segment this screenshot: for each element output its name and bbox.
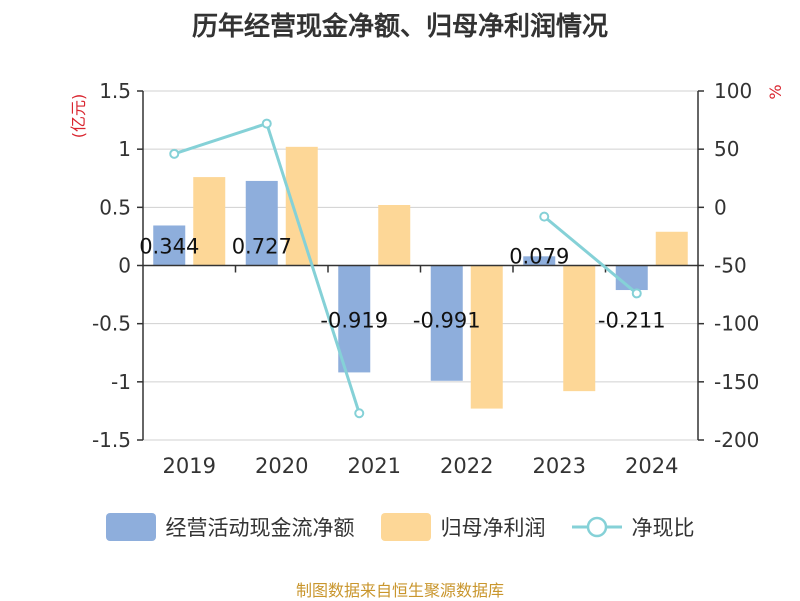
bar-cash-flow	[245, 180, 278, 266]
ratio-line-segment	[543, 215, 638, 295]
right-tick-label: 50	[714, 137, 739, 161]
left-tick-label: -1	[111, 370, 131, 394]
bar-cash-flow	[338, 265, 371, 373]
tick-labels: -1.5 -1 -0.5 0 0.5 1 1.5 -200 -150 -100 -50 0 50 100 2…	[92, 79, 759, 478]
right-axis-unit: %	[766, 84, 785, 99]
legend-swatch-cash-flow	[105, 513, 156, 541]
right-tick-label: -50	[714, 254, 747, 278]
data-label-cash-flow: -0.919	[320, 309, 388, 333]
legend-item-ratio[interactable]: 净现比	[571, 512, 695, 542]
x-tick-label: 2019	[163, 454, 216, 478]
bar-net-profit	[193, 177, 226, 266]
bar-cash-flow	[430, 265, 463, 381]
left-axis-unit: (亿元)	[69, 94, 88, 139]
legend-item-cash-flow[interactable]: 经营活动现金流净额	[105, 512, 355, 542]
x-tick-label: 2020	[255, 454, 308, 478]
bar-cash-flow	[615, 265, 648, 291]
ratio-point	[631, 288, 642, 299]
data-labels: 0.344 0.727 -0.919 -0.991 0.079 -0.211	[139, 235, 665, 333]
source-note: 制图数据来自恒生聚源数据库	[295, 581, 504, 600]
bar-cash-flow	[153, 225, 186, 266]
right-tick-label: 0	[714, 195, 727, 219]
chart-title: 历年经营现金净额、归母净利润情况	[191, 12, 608, 42]
legend-item-net-profit[interactable]: 归母净利润	[380, 512, 546, 542]
bar-net-profit	[378, 205, 411, 266]
legend-swatch-ratio	[571, 516, 622, 538]
ratio-point	[169, 148, 180, 159]
data-label-cash-flow: 0.079	[509, 245, 569, 269]
ratio-line	[169, 118, 642, 419]
bar-net-profit	[285, 146, 318, 266]
right-tick-label: -100	[714, 312, 759, 336]
ratio-point	[261, 118, 272, 129]
legend-label-cash-flow: 经营活动现金流净额	[165, 516, 355, 540]
bars	[153, 146, 688, 409]
ratio-line-segment	[173, 121, 361, 414]
left-tick-label: 0.5	[99, 195, 131, 219]
data-label-cash-flow: -0.991	[413, 309, 481, 333]
x-tick-label: 2023	[533, 454, 586, 478]
left-tick-label: 1	[118, 137, 131, 161]
data-label-cash-flow: 0.727	[232, 235, 292, 259]
data-label-cash-flow: -0.211	[598, 309, 666, 333]
right-tick-label: 100	[714, 79, 752, 103]
legend: 经营活动现金流净额 归母净利润 净现比	[0, 512, 800, 542]
axes	[137, 90, 704, 441]
right-tick-label: -200	[714, 428, 759, 452]
ratio-point	[539, 211, 550, 222]
bar-net-profit	[470, 265, 503, 409]
bar-cash-flow	[523, 256, 556, 266]
legend-label-ratio: 净现比	[631, 516, 695, 540]
left-tick-label: 0	[118, 254, 131, 278]
data-label-cash-flow: 0.344	[139, 235, 199, 259]
x-tick-label: 2024	[625, 454, 678, 478]
unit-labels: (亿元)%	[69, 84, 785, 138]
left-tick-label: -0.5	[92, 312, 131, 336]
right-tick-label: -150	[714, 370, 759, 394]
left-tick-label: -1.5	[92, 428, 131, 452]
x-tick-label: 2021	[348, 454, 401, 478]
bar-net-profit	[563, 265, 596, 392]
legend-swatch-net-profit	[380, 513, 431, 541]
left-tick-label: 1.5	[99, 79, 131, 103]
ratio-point	[354, 408, 365, 419]
bar-net-profit	[655, 231, 688, 266]
x-tick-label: 2022	[440, 454, 493, 478]
legend-label-net-profit: 归母净利润	[440, 516, 546, 540]
